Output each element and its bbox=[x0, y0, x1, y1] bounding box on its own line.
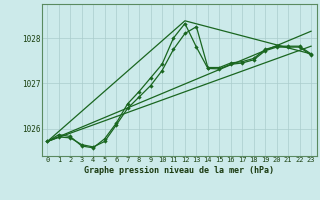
X-axis label: Graphe pression niveau de la mer (hPa): Graphe pression niveau de la mer (hPa) bbox=[84, 166, 274, 175]
